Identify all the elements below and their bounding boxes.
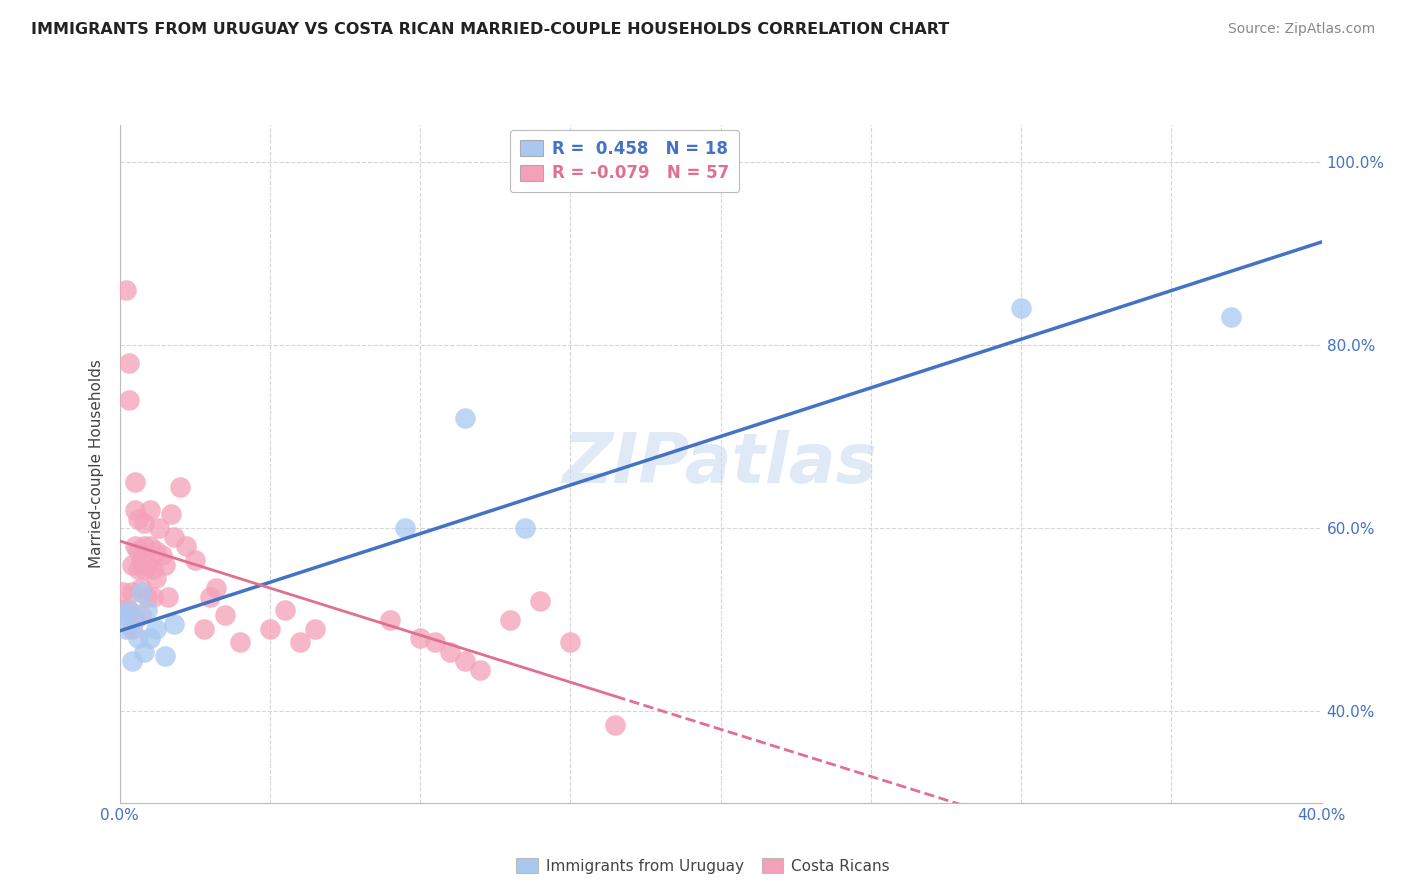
Point [135, 603, 157, 617]
Point [138, 502, 160, 516]
Y-axis label: Married-couple Households: Married-couple Households [89, 359, 104, 568]
Point [1220, 310, 1243, 325]
Point [159, 507, 181, 521]
Point [145, 571, 167, 585]
Point [174, 539, 197, 553]
Legend: R =  0.458   N = 18, R = -0.079   N = 57: R = 0.458 N = 18, R = -0.079 N = 57 [510, 130, 740, 193]
Text: IMMIGRANTS FROM URUGUAY VS COSTA RICAN MARRIED-COUPLE HOUSEHOLDS CORRELATION CHA: IMMIGRANTS FROM URUGUAY VS COSTA RICAN M… [31, 22, 949, 37]
Point [148, 521, 170, 535]
Point [121, 585, 143, 599]
Point [129, 585, 152, 599]
Point [259, 622, 281, 636]
Point [138, 631, 160, 645]
Point [162, 530, 184, 544]
Point [162, 617, 184, 632]
Point [439, 645, 461, 659]
Point [454, 654, 477, 668]
Point [111, 603, 134, 617]
Point [135, 558, 157, 572]
Point [121, 558, 143, 572]
Point [121, 654, 143, 668]
Point [111, 585, 134, 599]
Point [145, 622, 167, 636]
Point [378, 613, 401, 627]
Point [288, 635, 311, 649]
Point [409, 631, 432, 645]
Point [150, 549, 173, 563]
Point [228, 635, 252, 649]
Point [169, 480, 191, 494]
Point [156, 590, 179, 604]
Point [124, 539, 146, 553]
Point [198, 590, 221, 604]
Point [132, 562, 155, 576]
Text: Source: ZipAtlas.com: Source: ZipAtlas.com [1227, 22, 1375, 37]
Point [121, 622, 143, 636]
Point [193, 622, 215, 636]
Point [114, 622, 136, 636]
Point [127, 544, 149, 558]
Point [1010, 301, 1032, 315]
Point [132, 539, 155, 553]
Point [529, 594, 551, 608]
Point [124, 475, 146, 490]
Point [214, 607, 236, 622]
Point [560, 635, 582, 649]
Point [605, 718, 627, 732]
Point [124, 502, 146, 516]
Point [423, 635, 446, 649]
Point [132, 645, 155, 659]
Point [145, 544, 167, 558]
Point [117, 603, 139, 617]
Point [132, 516, 155, 531]
Point [153, 649, 176, 664]
Point [135, 590, 157, 604]
Point [515, 521, 537, 535]
Point [127, 631, 149, 645]
Point [129, 553, 152, 567]
Point [142, 590, 165, 604]
Point [114, 283, 136, 297]
Point [117, 356, 139, 370]
Point [499, 613, 522, 627]
Point [153, 558, 176, 572]
Point [183, 553, 205, 567]
Point [304, 622, 326, 636]
Point [129, 581, 152, 595]
Text: ZIPatlas: ZIPatlas [562, 430, 879, 498]
Point [129, 607, 152, 622]
Point [468, 663, 492, 677]
Point [117, 392, 139, 407]
Point [394, 521, 416, 535]
Point [138, 539, 160, 553]
Point [124, 613, 146, 627]
Point [127, 562, 149, 576]
Legend: Immigrants from Uruguay, Costa Ricans: Immigrants from Uruguay, Costa Ricans [510, 852, 896, 880]
Point [142, 562, 165, 576]
Point [111, 607, 134, 622]
Point [454, 411, 477, 425]
Point [204, 581, 226, 595]
Point [274, 603, 297, 617]
Point [117, 603, 139, 617]
Point [127, 512, 149, 526]
